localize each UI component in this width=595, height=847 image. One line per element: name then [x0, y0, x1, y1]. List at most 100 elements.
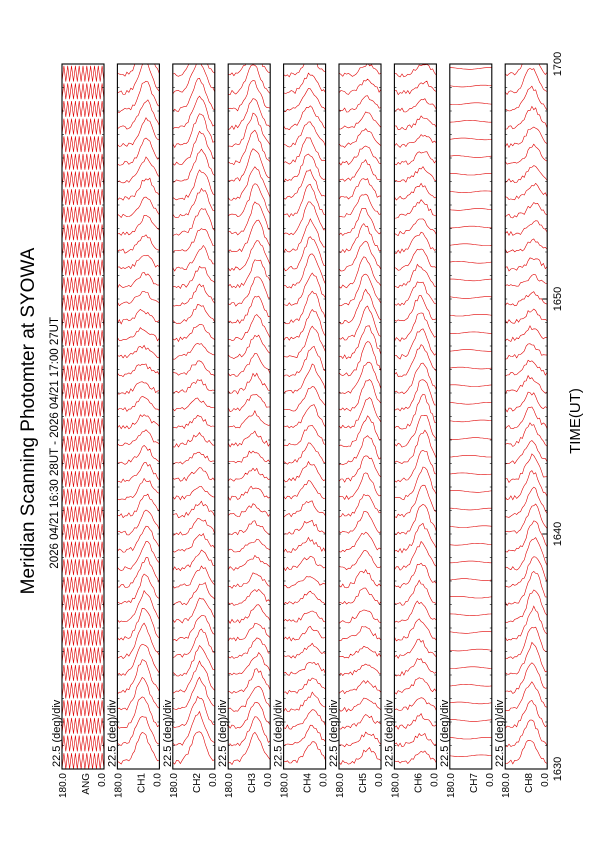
time-range-label: 2026 04/21 16:30 28UT - 2026 04/21 17:00… [49, 317, 61, 569]
scan-trace [283, 253, 326, 289]
scan-trace [339, 379, 381, 412]
scan-trace [228, 64, 271, 77]
scan-trace [117, 444, 160, 465]
scan-trace [62, 612, 104, 629]
scan-trace [228, 538, 271, 553]
scan-trace [394, 362, 437, 395]
scan-trace [449, 648, 492, 652]
scan-trace [505, 662, 548, 694]
scan-trace [62, 594, 104, 611]
scan-trace [117, 493, 160, 519]
scan-trace [228, 183, 271, 217]
y-tick-bottom: 0.0 [374, 773, 385, 787]
scan-trace [339, 731, 381, 748]
scan-trace [172, 644, 215, 677]
channel-label: ANG [81, 773, 92, 795]
channel-label: CH5 [358, 773, 369, 793]
scan-trace [172, 582, 215, 606]
scan-trace [117, 327, 160, 342]
x-tick-label: 1640 [552, 522, 564, 546]
scan-trace [283, 218, 326, 254]
scan-trace [117, 363, 160, 378]
scan-trace [339, 208, 381, 236]
panel-frame [283, 63, 327, 770]
scan-trace [505, 453, 548, 483]
scan-trace [228, 129, 271, 166]
scan-trace [172, 518, 215, 536]
scan-trace [228, 588, 271, 606]
scan-trace [228, 80, 271, 112]
scale-label: 22.5 (deg)/div [439, 699, 451, 767]
scan-trace [505, 556, 548, 588]
scan-trace [505, 422, 548, 447]
scan-trace [505, 202, 548, 219]
scan-trace [117, 590, 160, 623]
x-tick-label: 1630 [552, 757, 564, 781]
scan-trace [172, 565, 215, 589]
scan-trace [449, 578, 492, 581]
scan-trace [394, 658, 437, 677]
scan-trace [283, 137, 326, 165]
scan-trace [62, 717, 104, 734]
scan-trace [394, 182, 437, 201]
scan-trace [228, 652, 271, 676]
scan-trace [117, 541, 160, 571]
y-tick-bottom: 0.0 [208, 773, 219, 787]
scan-trace [283, 325, 326, 358]
scan-trace [394, 231, 437, 254]
time-axis: 1630 1640 1650 1700 [542, 52, 564, 781]
scan-trace [394, 218, 437, 237]
scan-trace [172, 265, 215, 289]
scan-trace [172, 244, 215, 272]
scan-trace [172, 95, 215, 129]
scan-trace [449, 313, 492, 317]
scan-trace [339, 550, 381, 571]
rotated-plot-area: 180.0 0.0 ANG 22.5 (deg)/div 180.0 0.0 CH1 22.5… [18, 52, 584, 798]
scan-trace [228, 148, 271, 182]
scan-trace [117, 64, 160, 77]
scan-trace [62, 523, 104, 540]
scan-trace [62, 83, 104, 100]
scan-trace [394, 151, 437, 166]
scan-trace [117, 607, 160, 641]
panel-traces [449, 67, 492, 757]
scan-trace [283, 404, 326, 429]
scan-trace [339, 145, 381, 166]
scan-trace [228, 554, 271, 571]
scan-trace [172, 283, 215, 307]
scan-trace [117, 509, 160, 536]
scan-trace [172, 379, 215, 394]
scale-label: 22.5 (deg)/div [494, 699, 506, 767]
scan-trace [505, 486, 548, 518]
scan-trace [117, 64, 160, 95]
scan-trace [505, 440, 548, 465]
scan-trace [62, 277, 104, 294]
panel-frame [449, 63, 493, 770]
scan-trace [394, 115, 437, 131]
scan-trace [505, 739, 548, 765]
scan-trace [62, 206, 104, 223]
scan-trace [449, 366, 492, 370]
scan-trace [505, 626, 548, 660]
scan-trace [394, 98, 437, 113]
panel-ch6: 180.0 0.0 CH6 22.5 (deg)/div [383, 63, 440, 798]
scan-trace [62, 559, 104, 576]
scan-trace [283, 536, 326, 554]
scan-trace [117, 677, 160, 711]
scan-trace [339, 361, 381, 395]
scan-trace [228, 314, 271, 341]
scan-trace [172, 77, 215, 112]
panel-traces [394, 64, 437, 764]
panel-frame [61, 63, 105, 770]
scan-trace [62, 259, 104, 276]
scan-trace [172, 304, 215, 324]
y-tick-bottom: 0.0 [540, 773, 551, 787]
scan-trace [62, 241, 104, 258]
scan-trace [172, 731, 215, 765]
scan-trace [505, 503, 548, 534]
scan-trace [339, 397, 381, 429]
panel-ch4: 180.0 0.0 CH4 22.5 (deg)/div [273, 63, 330, 798]
scan-trace [172, 660, 215, 694]
scan-trace [339, 305, 381, 341]
scan-trace [62, 382, 104, 399]
